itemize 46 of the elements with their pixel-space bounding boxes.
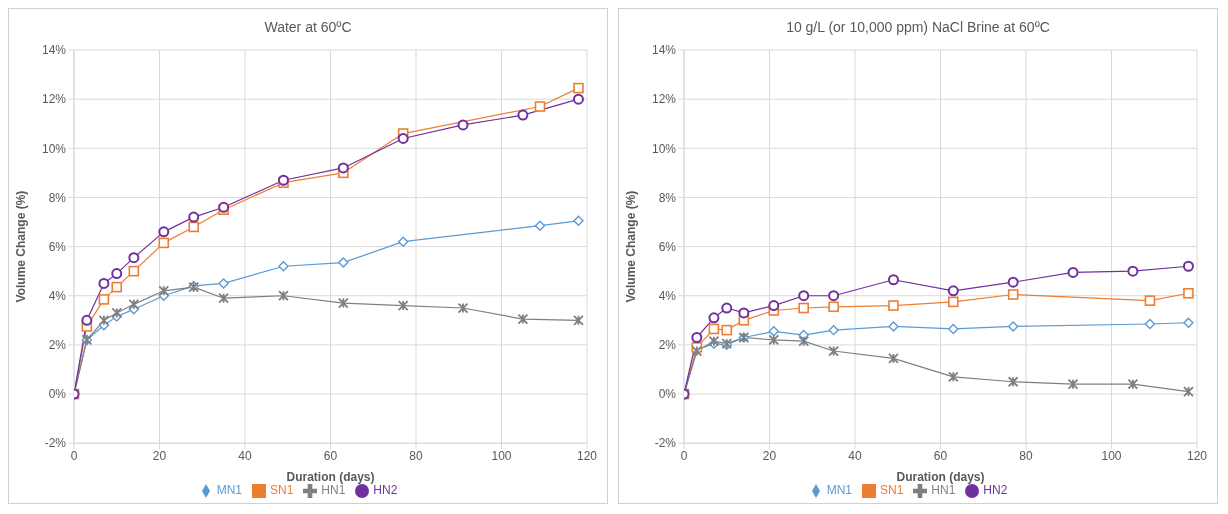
legend-label: HN1 [321,483,346,498]
y-tick-label: 4% [48,288,67,303]
y-tick-label: 6% [48,239,67,254]
x-tick-label: 80 [409,448,423,463]
y-axis-title: Volume Change (%) [14,190,29,303]
legend-label: MN1 [216,483,242,498]
x-tick-label: 20 [152,448,167,463]
y-tick-label: 12% [651,92,677,107]
x-tick-label: 60 [933,448,948,463]
legend-label: HN2 [983,483,1008,498]
legend-label: SN1 [269,483,294,498]
y-tick-label: 2% [48,338,67,353]
chart-title: Water at 60ºC [263,18,353,37]
y-tick-label: 14% [651,43,677,58]
y-tick-label: -2% [44,436,67,451]
y-tick-label: 10% [41,141,67,156]
x-tick-label: 0 [70,448,78,463]
y-tick-label: 2% [658,338,677,353]
x-tick-label: 0 [680,448,688,463]
x-tick-label: 100 [491,448,512,463]
x-tick-label: 120 [1186,448,1208,463]
y-tick-label: 0% [658,387,677,402]
x-tick-label: 20 [762,448,777,463]
x-tick-label: 120 [576,448,598,463]
y-tick-label: 8% [48,190,67,205]
x-tick-label: 60 [323,448,338,463]
y-tick-label: 14% [41,43,67,58]
y-tick-label: -2% [654,436,677,451]
x-tick-label: 80 [1019,448,1033,463]
x-tick-label: 100 [1101,448,1122,463]
y-tick-label: 6% [658,239,677,254]
y-tick-label: 12% [41,92,67,107]
y-tick-label: 10% [651,141,677,156]
legend-label: MN1 [826,483,852,498]
x-axis-title: Duration (days) [896,470,985,485]
y-tick-label: 8% [658,190,677,205]
legend-label: SN1 [879,483,904,498]
x-axis-title: Duration (days) [286,470,375,485]
chart-title: 10 g/L (or 10,000 ppm) NaCl Brine at 60ºC [785,18,1051,37]
y-tick-label: 4% [658,288,677,303]
legend-label: HN2 [373,483,398,498]
legend-label: HN1 [931,483,956,498]
y-axis-title: Volume Change (%) [624,190,639,303]
x-tick-label: 40 [848,448,862,463]
x-tick-label: 40 [238,448,252,463]
y-tick-label: 0% [48,387,67,402]
